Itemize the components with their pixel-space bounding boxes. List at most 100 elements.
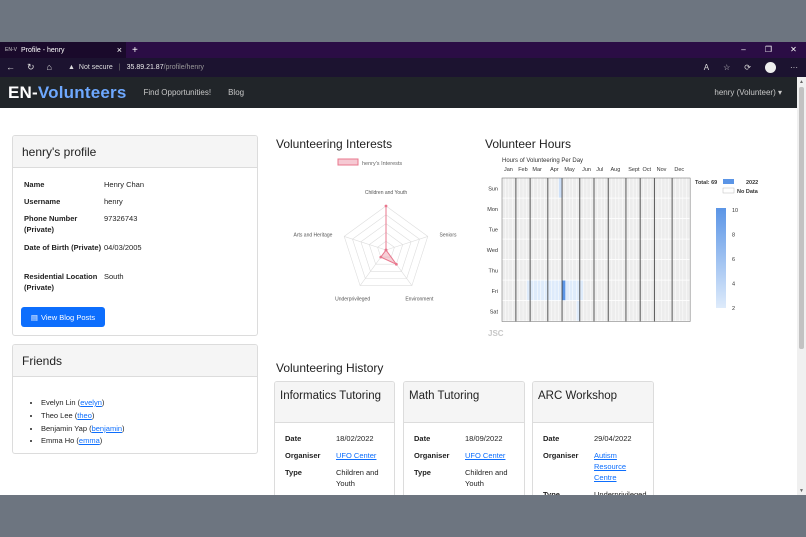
heatmap-cell[interactable] [523, 260, 527, 280]
heatmap-cell[interactable] [608, 239, 612, 260]
heatmap-cell[interactable] [544, 198, 548, 219]
heatmap-cell[interactable] [548, 280, 552, 301]
radar-data-point[interactable] [384, 204, 388, 208]
heatmap-cell[interactable] [665, 239, 669, 260]
heatmap-cell[interactable] [679, 280, 683, 301]
heatmap-cell[interactable] [597, 198, 601, 219]
heatmap-cell[interactable] [569, 239, 573, 260]
heatmap-cell[interactable] [679, 301, 683, 321]
heatmap-cell[interactable] [526, 198, 530, 219]
heatmap-cell[interactable] [565, 198, 569, 219]
heatmap-cell[interactable] [633, 178, 637, 198]
heatmap-cell[interactable] [544, 260, 548, 280]
read-aloud-icon[interactable]: A [703, 63, 710, 72]
heatmap-cell[interactable] [651, 301, 655, 321]
heatmap-cell[interactable] [537, 280, 541, 301]
heatmap-cell[interactable] [562, 280, 566, 301]
heatmap-cell[interactable] [651, 178, 655, 198]
heatmap-cell[interactable] [530, 301, 534, 321]
heatmap-cell[interactable] [544, 219, 548, 239]
heatmap-cell[interactable] [658, 260, 662, 280]
heatmap-cell[interactable] [505, 219, 509, 239]
heatmap-cell[interactable] [587, 280, 591, 301]
heatmap-cell[interactable] [633, 198, 637, 219]
heatmap-cell[interactable] [569, 198, 573, 219]
heatmap-cell[interactable] [551, 219, 555, 239]
heatmap-cell[interactable] [604, 178, 608, 198]
heatmap-cell[interactable] [587, 198, 591, 219]
heatmap-cell[interactable] [661, 219, 665, 239]
heatmap-cell[interactable] [636, 219, 640, 239]
heatmap-cell[interactable] [569, 219, 573, 239]
heatmap-cell[interactable] [580, 198, 584, 219]
heatmap-cell[interactable] [612, 280, 616, 301]
page-scrollbar[interactable]: ▲ ▼ [797, 77, 806, 495]
minimize-icon[interactable]: – [741, 45, 746, 54]
heatmap-cell[interactable] [530, 198, 534, 219]
heatmap-cell[interactable] [647, 260, 651, 280]
heatmap-cell[interactable] [558, 301, 562, 321]
refresh-icon[interactable]: ↻ [27, 62, 35, 72]
heatmap-cell[interactable] [658, 280, 662, 301]
heatmap-cell[interactable] [686, 301, 690, 321]
heatmap-cell[interactable] [530, 260, 534, 280]
favorite-icon[interactable]: ☆ [723, 63, 731, 72]
heatmap-cell[interactable] [644, 239, 648, 260]
heatmap-cell[interactable] [509, 219, 513, 239]
heatmap-cell[interactable] [537, 260, 541, 280]
heatmap-cell[interactable] [597, 219, 601, 239]
heatmap-cell[interactable] [615, 239, 619, 260]
heatmap-cell[interactable] [548, 301, 552, 321]
heatmap-cell[interactable] [576, 219, 580, 239]
heatmap-cell[interactable] [548, 178, 552, 198]
heatmap-cell[interactable] [686, 219, 690, 239]
heatmap-cell[interactable] [537, 301, 541, 321]
heatmap-cell[interactable] [583, 301, 587, 321]
heatmap-cell[interactable] [526, 301, 530, 321]
heatmap-cell[interactable] [633, 280, 637, 301]
heatmap-cell[interactable] [601, 198, 605, 219]
friend-username-link[interactable]: theo [77, 410, 92, 420]
organiser-link[interactable]: UFO Center [336, 451, 377, 460]
heatmap-cell[interactable] [594, 178, 598, 198]
heatmap-cell[interactable] [601, 301, 605, 321]
heatmap-cell[interactable] [569, 301, 573, 321]
heatmap-cell[interactable] [665, 178, 669, 198]
heatmap-cell[interactable] [672, 301, 676, 321]
heatmap-cell[interactable] [502, 178, 506, 198]
heatmap-cell[interactable] [587, 219, 591, 239]
heatmap-cell[interactable] [551, 260, 555, 280]
heatmap-cell[interactable] [668, 198, 672, 219]
heatmap-cell[interactable] [562, 301, 566, 321]
heatmap-cell[interactable] [509, 239, 513, 260]
heatmap-cell[interactable] [647, 198, 651, 219]
heatmap-cell[interactable] [502, 280, 506, 301]
heatmap-cell[interactable] [512, 301, 516, 321]
heatmap-cell[interactable] [565, 219, 569, 239]
heatmap-cell[interactable] [562, 198, 566, 219]
heatmap-cell[interactable] [502, 260, 506, 280]
heatmap-cell[interactable] [519, 178, 523, 198]
heatmap-cell[interactable] [505, 198, 509, 219]
heatmap-cell[interactable] [590, 280, 594, 301]
heatmap-cell[interactable] [686, 178, 690, 198]
heatmap-cell[interactable] [580, 301, 584, 321]
heatmap-cell[interactable] [526, 280, 530, 301]
heatmap-cell[interactable] [679, 260, 683, 280]
heatmap-cell[interactable] [683, 178, 687, 198]
heatmap-cell[interactable] [612, 301, 616, 321]
heatmap-cell[interactable] [612, 239, 616, 260]
heatmap-cell[interactable] [594, 239, 598, 260]
heatmap-cell[interactable] [526, 178, 530, 198]
heatmap-cell[interactable] [565, 260, 569, 280]
heatmap-cell[interactable] [590, 198, 594, 219]
heatmap-cell[interactable] [679, 178, 683, 198]
heatmap-cell[interactable] [590, 178, 594, 198]
heatmap-cell[interactable] [555, 301, 559, 321]
heatmap-cell[interactable] [537, 239, 541, 260]
nav-find-opportunities[interactable]: Find Opportunities! [143, 88, 212, 97]
heatmap-cell[interactable] [647, 178, 651, 198]
heatmap-cell[interactable] [615, 280, 619, 301]
heatmap-cell[interactable] [601, 280, 605, 301]
heatmap-cell[interactable] [512, 219, 516, 239]
